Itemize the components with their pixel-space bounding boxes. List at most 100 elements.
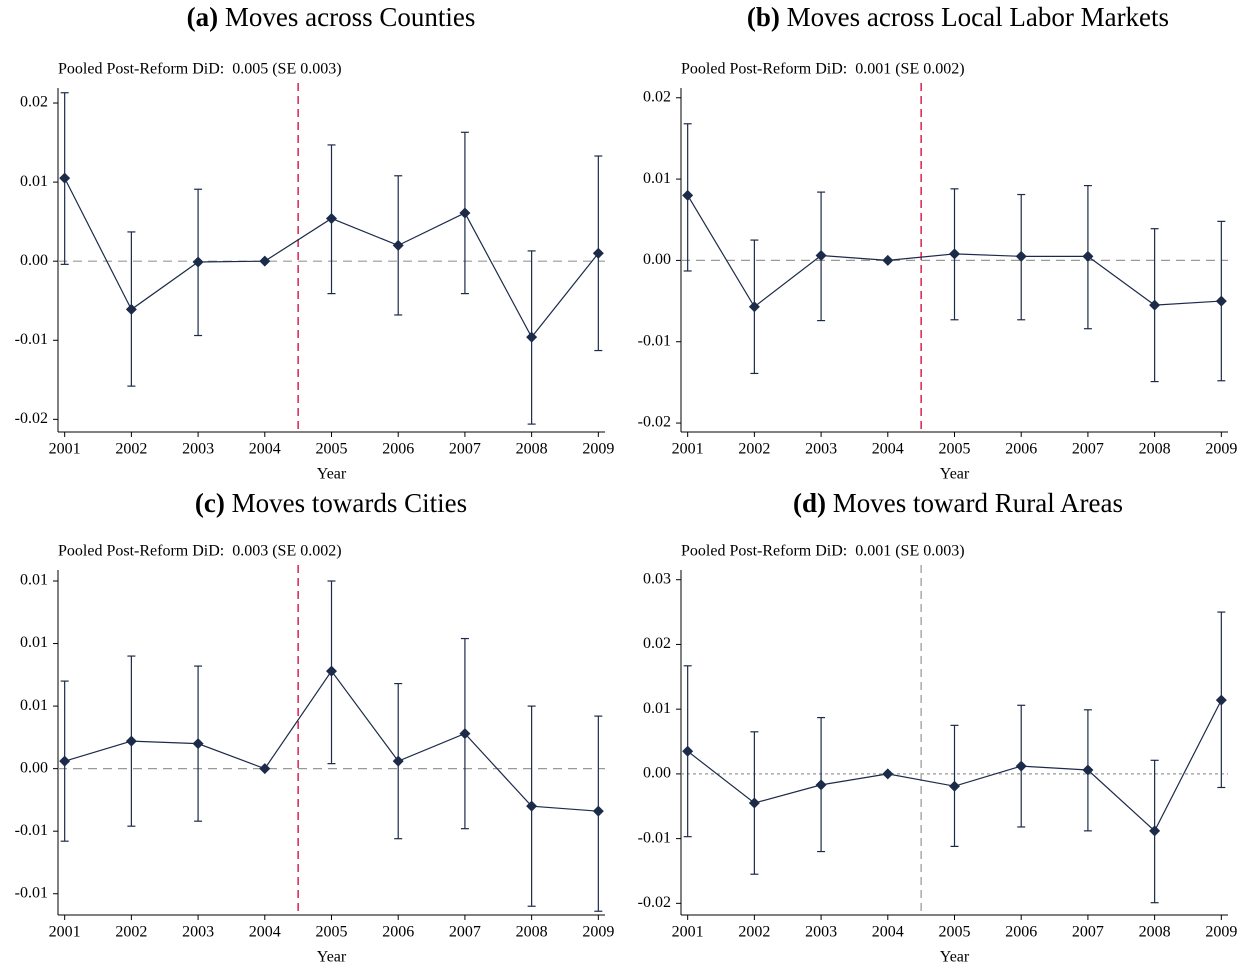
x-tick-label: 2002: [738, 924, 770, 941]
y-tick-label: -0.01: [638, 829, 671, 846]
estimate-marker: [125, 735, 137, 747]
x-tick-label: 2007: [1072, 924, 1104, 941]
x-tick-label: 2001: [672, 924, 704, 941]
x-tick-label: 2008: [1139, 924, 1171, 941]
y-tick-label: -0.02: [15, 410, 48, 427]
y-tick-label: 0.01: [20, 572, 48, 589]
x-tick-label: 2009: [582, 924, 614, 941]
estimate-marker: [259, 763, 271, 775]
y-tick-label: -0.01: [15, 822, 48, 839]
x-tick-label: 2002: [115, 924, 147, 941]
estimate-marker: [1215, 694, 1227, 706]
estimate-marker: [882, 254, 894, 266]
annotation: Pooled Post-Reform DiD: 0.001 (SE 0.002): [681, 61, 965, 78]
estimate-marker: [748, 301, 760, 313]
annotation: Pooled Post-Reform DiD: 0.001 (SE 0.003): [681, 543, 965, 560]
x-tick-label: 2002: [738, 441, 770, 458]
title-space: [780, 2, 787, 32]
x-tick-label: 2005: [939, 441, 971, 458]
x-tick-label: 2007: [449, 441, 481, 458]
x-tick-label: 2005: [316, 924, 348, 941]
estimate-marker: [192, 256, 204, 268]
y-tick-label: 0.02: [643, 635, 671, 652]
panel-label: (a): [187, 2, 218, 32]
x-tick-label: 2006: [1005, 441, 1037, 458]
x-tick-label: 2004: [872, 441, 904, 458]
x-axis-label: Year: [940, 949, 970, 966]
estimate-marker: [459, 728, 471, 740]
estimate-marker: [949, 248, 960, 260]
panel-title: (a) Moves across Counties: [187, 2, 476, 32]
estimate-marker: [392, 239, 404, 251]
y-tick-label: 0.01: [20, 697, 48, 714]
estimate-marker: [326, 665, 337, 677]
y-tick-label: 0.00: [20, 759, 48, 776]
panel: (b) Moves across Local Labor Markets Pool…: [638, 2, 1238, 482]
x-tick-label: 2001: [672, 441, 704, 458]
title-text: Moves across Counties: [225, 2, 475, 32]
estimate-marker: [259, 255, 271, 267]
estimate-marker: [1149, 825, 1161, 837]
estimate-marker: [59, 755, 71, 767]
x-tick-label: 2003: [182, 441, 214, 458]
title-space: [218, 2, 225, 32]
estimate-marker: [1149, 299, 1161, 311]
y-tick-label: -0.02: [638, 894, 671, 911]
estimate-marker: [1015, 250, 1027, 262]
panel-label: (c): [195, 488, 225, 518]
x-tick-label: 2004: [872, 924, 904, 941]
y-tick-label: 0.01: [20, 634, 48, 651]
y-tick-label: 0.00: [20, 252, 48, 269]
x-tick-label: 2009: [1205, 924, 1237, 941]
estimate-marker: [59, 172, 71, 184]
x-tick-label: 2007: [1072, 441, 1104, 458]
x-tick-label: 2006: [1005, 924, 1037, 941]
y-tick-label: 0.02: [643, 88, 671, 105]
estimate-marker: [682, 189, 694, 201]
panel: (d) Moves toward Rural Areas Pooled Post-…: [638, 488, 1238, 965]
estimate-marker: [326, 212, 337, 224]
estimate-marker: [1082, 764, 1094, 776]
x-tick-label: 2005: [939, 924, 971, 941]
y-tick-label: 0.00: [643, 765, 671, 782]
estimate-marker: [1215, 295, 1227, 307]
x-tick-label: 2003: [805, 441, 837, 458]
y-tick-label: 0.01: [643, 170, 671, 187]
x-tick-label: 2004: [249, 924, 281, 941]
annotation: Pooled Post-Reform DiD: 0.005 (SE 0.003): [58, 61, 342, 78]
y-tick-label: -0.01: [638, 332, 671, 349]
title-space: [225, 488, 232, 518]
estimate-marker: [125, 303, 137, 315]
x-tick-label: 2008: [516, 924, 548, 941]
title-text: Moves across Local Labor Markets: [787, 2, 1169, 32]
x-tick-label: 2006: [382, 924, 414, 941]
estimate-marker: [682, 745, 694, 757]
x-tick-label: 2003: [182, 924, 214, 941]
estimate-marker: [592, 247, 604, 259]
x-tick-label: 2008: [1139, 441, 1171, 458]
x-tick-label: 2001: [49, 924, 81, 941]
y-tick-label: -0.02: [638, 414, 671, 431]
x-axis-label: Year: [317, 466, 347, 483]
y-tick-label: 0.01: [643, 700, 671, 717]
x-tick-label: 2004: [249, 441, 281, 458]
annotation: Pooled Post-Reform DiD: 0.003 (SE 0.002): [58, 543, 342, 560]
estimate-marker: [1015, 760, 1027, 772]
estimate-marker: [1082, 250, 1094, 262]
estimate-marker: [392, 755, 404, 767]
y-tick-label: 0.02: [20, 94, 48, 111]
title-space: [826, 488, 833, 518]
panel-label: (b): [747, 2, 780, 32]
estimate-marker: [815, 779, 827, 791]
x-tick-label: 2002: [115, 441, 147, 458]
estimate-marker: [882, 768, 894, 780]
x-tick-label: 2009: [1205, 441, 1237, 458]
panel: (a) Moves across Counties Pooled Post-Ref…: [15, 2, 615, 482]
x-tick-label: 2001: [49, 441, 81, 458]
y-tick-label: 0.01: [20, 173, 48, 190]
title-text: Moves toward Rural Areas: [833, 488, 1123, 518]
estimate-marker: [526, 800, 538, 812]
x-axis-label: Year: [317, 949, 347, 966]
x-axis-label: Year: [940, 466, 970, 483]
x-tick-label: 2008: [516, 441, 548, 458]
